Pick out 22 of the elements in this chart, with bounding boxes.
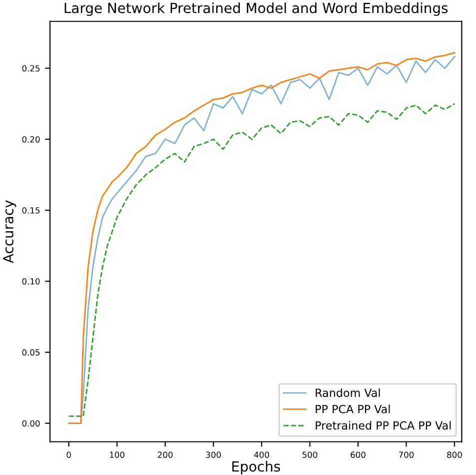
x-axis-title: Epochs (232, 460, 280, 474)
y-tick-label: 0.10 (22, 278, 40, 285)
x-tick-label: 800 (447, 452, 462, 458)
chart-title: Large Network Pretrained Model and Word Embeddings (64, 2, 448, 16)
y-tick-label: 0.15 (22, 207, 40, 214)
x-tick-label: 100 (110, 452, 124, 458)
y-tick-label: 0.25 (22, 65, 40, 72)
y-tick-label: 0.20 (22, 136, 40, 143)
x-tick-label: 400 (254, 452, 270, 458)
legend-label: Pretrained PP PCA PP Val (316, 420, 451, 430)
legend-label: PP PCA PP Val (316, 404, 390, 414)
y-axis-title: Accuracy (3, 200, 16, 264)
line-series (68, 103, 456, 417)
x-tick-label: 700 (399, 452, 414, 458)
x-tick-label: 0 (66, 452, 71, 458)
y-tick-label: 0.05 (22, 349, 40, 356)
legend-label: Random Val (316, 388, 380, 397)
x-tick-label: 600 (350, 452, 366, 458)
x-tick-label: 500 (302, 452, 318, 458)
x-tick-label: 300 (206, 452, 221, 458)
x-tick-label: 200 (158, 452, 173, 458)
y-tick-label: 0.00 (22, 420, 40, 427)
